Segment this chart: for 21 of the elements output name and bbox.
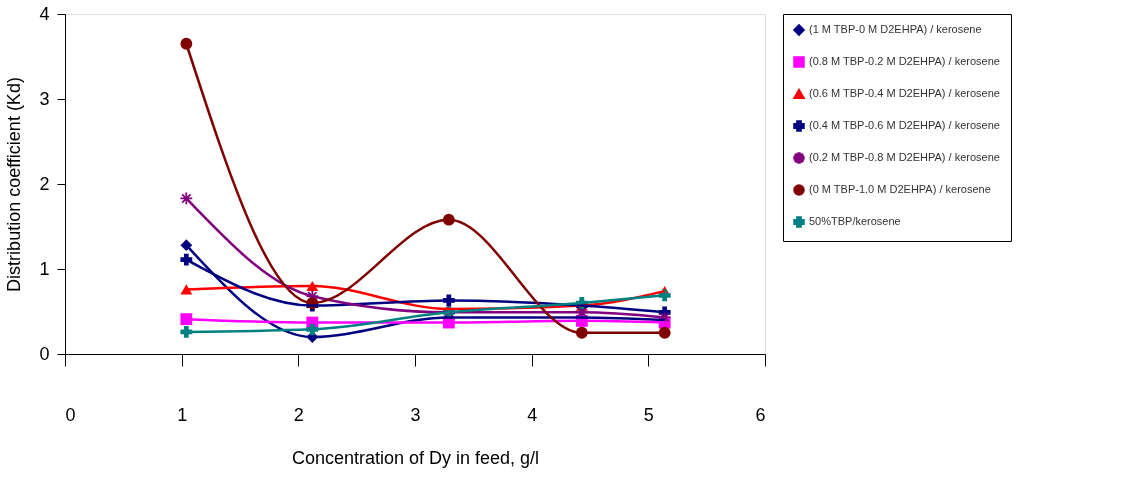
legend-label: (0.6 M TBP-0.4 M D2EHPA) / kerosene bbox=[809, 87, 1000, 99]
x-tick-label: 3 bbox=[410, 404, 421, 425]
x-tick-label: 5 bbox=[643, 404, 654, 425]
x-axis-title: Concentration of Dy in feed, g/l bbox=[291, 447, 540, 468]
y-tick-label: 0 bbox=[39, 343, 50, 364]
legend-label: (0.8 M TBP-0.2 M D2EHPA) / kerosene bbox=[809, 55, 1000, 67]
y-tick-label: 4 bbox=[39, 3, 50, 24]
legend-label: (0.2 M TBP-0.8 M D2EHPA) / kerosene bbox=[809, 151, 1000, 163]
y-axis-title: Distribution coefficient (Kd) bbox=[4, 77, 25, 292]
x-tick-label: 2 bbox=[293, 404, 304, 425]
x-tick-label: 1 bbox=[177, 404, 188, 425]
y-tick-label: 1 bbox=[39, 258, 50, 279]
y-tick-label: 2 bbox=[39, 173, 50, 194]
x-tick-label: 4 bbox=[527, 404, 538, 425]
legend-label: (0 M TBP-1.0 M D2EHPA) / kerosene bbox=[809, 183, 991, 195]
legend-label: 50%TBP/kerosene bbox=[809, 215, 901, 227]
x-tick-label: 0 bbox=[65, 404, 76, 425]
legend-label: (0.4 M TBP-0.6 M D2EHPA) / kerosene bbox=[809, 119, 1000, 131]
legend-label: (1 M TBP-0 M D2EHPA) / kerosene bbox=[809, 23, 982, 35]
y-tick-label: 3 bbox=[39, 88, 50, 109]
x-tick-label: 6 bbox=[755, 404, 766, 425]
